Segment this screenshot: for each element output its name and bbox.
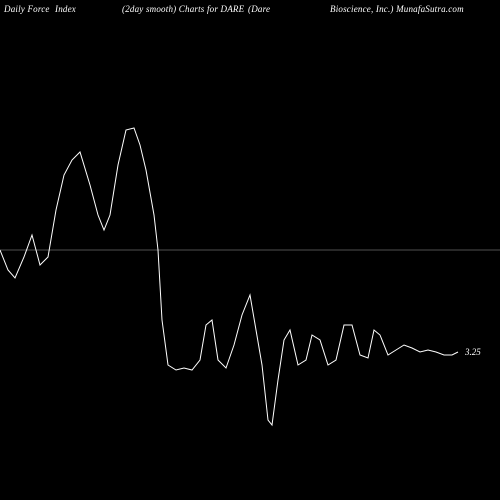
header-seg-4: (Dare [248, 4, 270, 14]
force-index-series [0, 128, 458, 425]
header-seg-3: (2day smooth) Charts for DARE [122, 4, 244, 14]
header-seg-5: Bioscience, Inc.) MunafaSutra.com [330, 4, 464, 14]
chart-svg [0, 20, 500, 500]
header-seg-1: Daily Force [4, 4, 50, 14]
chart-header: Daily Force Index (2day smooth) Charts f… [0, 4, 500, 20]
last-value-label: 3.25 [465, 347, 481, 357]
force-index-chart: 3.25 [0, 20, 500, 500]
header-seg-2: Index [55, 4, 76, 14]
